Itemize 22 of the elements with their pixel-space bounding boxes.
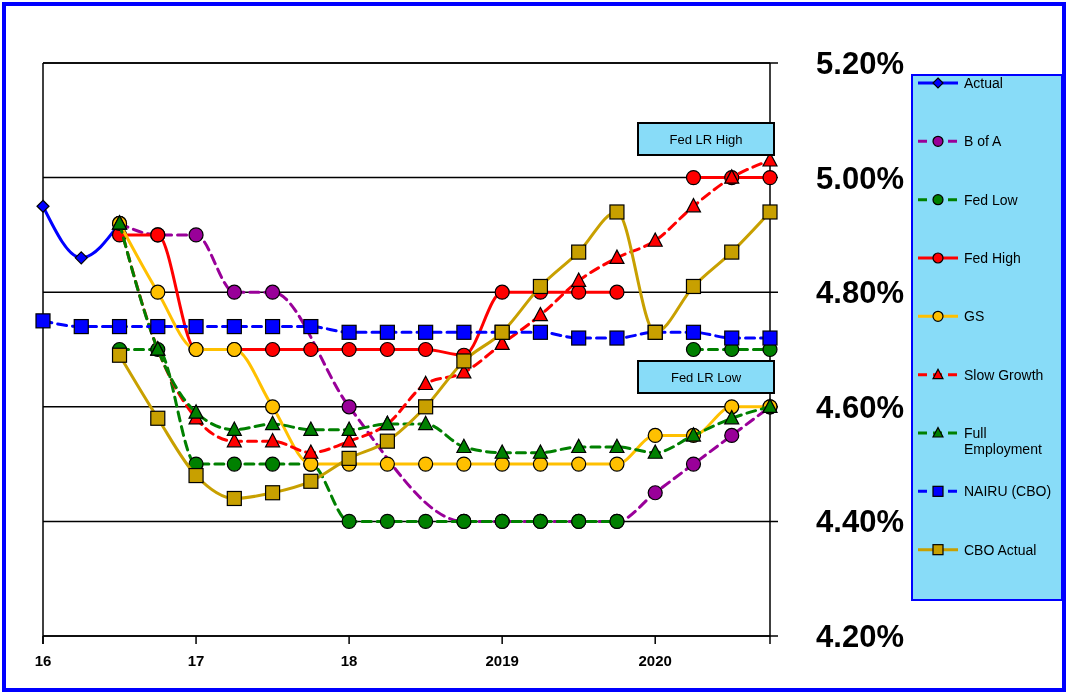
y-tick-label: 5.00%: [816, 160, 904, 196]
legend-label: NAIRU (CBO): [964, 483, 1052, 500]
annotation: Fed LR High: [669, 132, 743, 147]
x-tick-label: 2019: [485, 652, 519, 669]
y-tick-label: 4.60%: [816, 389, 904, 425]
x-tick-label: 18: [340, 652, 358, 669]
y-tick-label: 4.20%: [816, 619, 904, 654]
legend-label: Fed High: [964, 250, 1021, 266]
legend-label: Fed Low: [964, 191, 1019, 208]
y-tick-label: 5.20%: [816, 46, 904, 81]
legend-label: Full Employment: [964, 425, 1042, 457]
legend-label: Slow Growth: [964, 366, 1044, 383]
x-tick-label: 2020: [638, 652, 672, 669]
y-tick-label: 4.80%: [816, 275, 904, 311]
legend-label: B of A: [964, 133, 1003, 150]
x-tick-label: 16: [34, 652, 52, 669]
x-tick-label: 17: [187, 652, 205, 669]
legend-label: CBO Actual: [964, 541, 1037, 558]
y-tick-label: 4.40%: [816, 504, 904, 540]
legend-label: GS: [964, 308, 985, 325]
legend-label: Actual: [964, 75, 1003, 91]
annotation: Fed LR Low: [670, 370, 742, 385]
